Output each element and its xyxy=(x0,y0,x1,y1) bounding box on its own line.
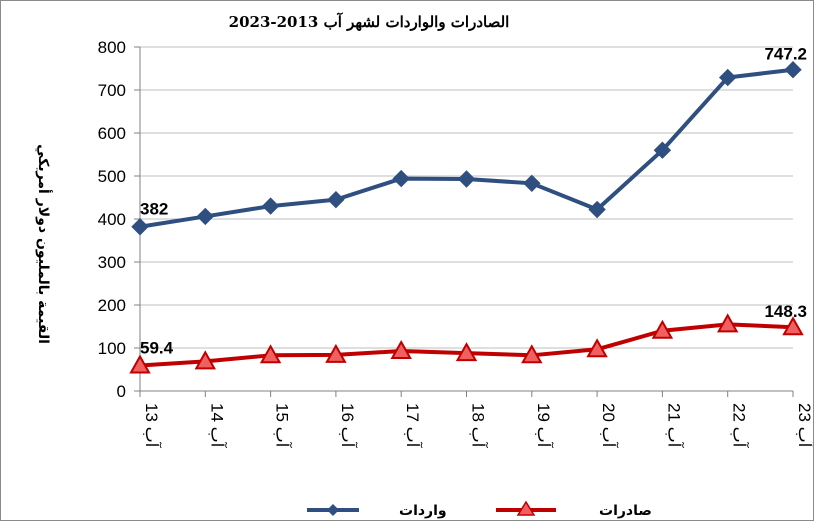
y-axis-ticks: 0 100 200 300 400 500 600 700 800 xyxy=(98,38,126,401)
gridlines xyxy=(140,46,793,349)
legend-label: واردات xyxy=(399,503,447,519)
y-tick-label: 200 xyxy=(98,296,126,315)
data-point-triangle xyxy=(651,319,674,339)
data-point-triangle xyxy=(259,344,282,364)
data-point-diamond xyxy=(196,207,215,226)
y-tick-label: 800 xyxy=(98,38,126,57)
x-tick-label: آب 14 xyxy=(207,403,228,449)
data-point-diamond xyxy=(457,170,476,188)
data-point-triangle xyxy=(194,350,217,370)
data-label: 382 xyxy=(140,200,168,219)
y-tick-label: 700 xyxy=(98,81,126,100)
x-tick-label: آب 22 xyxy=(730,403,751,449)
y-tick-label: 500 xyxy=(98,167,126,186)
legend-marker-diamond xyxy=(327,504,339,516)
x-tick-label: آب 21 xyxy=(664,403,685,449)
data-point-triangle xyxy=(782,316,804,336)
data-point-triangle xyxy=(716,313,739,333)
data-point-triangle xyxy=(129,354,151,374)
data-point-triangle xyxy=(586,338,608,358)
data-labels: 382 747.2 59.4 148.3 xyxy=(140,45,807,358)
y-tick-label: 300 xyxy=(98,253,126,272)
legend-label: صادرات xyxy=(599,503,652,519)
data-label: 148.3 xyxy=(764,302,807,321)
y-tick-label: 100 xyxy=(98,339,126,358)
data-point-triangle xyxy=(455,342,478,362)
data-point-diamond xyxy=(131,218,149,236)
data-point-diamond xyxy=(588,200,606,219)
data-point-triangle xyxy=(325,343,347,363)
data-point-diamond xyxy=(718,68,737,87)
x-tick-label: آب 23 xyxy=(795,403,813,449)
x-tick-label: آب 16 xyxy=(338,403,359,449)
data-point-diamond xyxy=(523,174,541,193)
data-point-diamond xyxy=(327,190,345,209)
data-point-diamond xyxy=(784,60,802,79)
y-tick-label: 400 xyxy=(98,210,126,229)
y-tick-label: 600 xyxy=(98,124,126,143)
axes xyxy=(134,46,794,397)
x-tick-label: آب 13 xyxy=(142,403,163,449)
data-point-diamond xyxy=(392,169,410,188)
legend: واردات صادرات xyxy=(307,500,652,519)
y-axis-label: القيمة بالمليون دولار أمريكي xyxy=(35,144,53,344)
data-label: 747.2 xyxy=(764,45,807,64)
data-point-triangle xyxy=(390,339,412,360)
data-point-diamond xyxy=(261,197,280,215)
data-label: 59.4 xyxy=(140,338,174,357)
x-tick-label: آب 15 xyxy=(273,403,294,449)
data-point-diamond xyxy=(653,141,672,159)
x-tick-label: آب 20 xyxy=(599,403,620,449)
x-axis-ticks: آب 13 آب 14 آب 15 آب 16 آب 17 آب 18 آب 19 آب 20… xyxy=(142,403,813,449)
x-tick-label: آب 19 xyxy=(534,403,555,449)
x-tick-label: آب 18 xyxy=(469,403,490,449)
x-tick-label: آب 17 xyxy=(403,403,424,449)
data-point-triangle xyxy=(521,344,543,364)
y-tick-label: 0 xyxy=(117,382,126,401)
series-lines xyxy=(129,60,804,374)
legend-marker-triangle xyxy=(516,500,536,516)
series-line-0 xyxy=(139,67,794,229)
chart-title: الصادرات والواردات لشهر آب 2013-2023 xyxy=(229,12,510,31)
